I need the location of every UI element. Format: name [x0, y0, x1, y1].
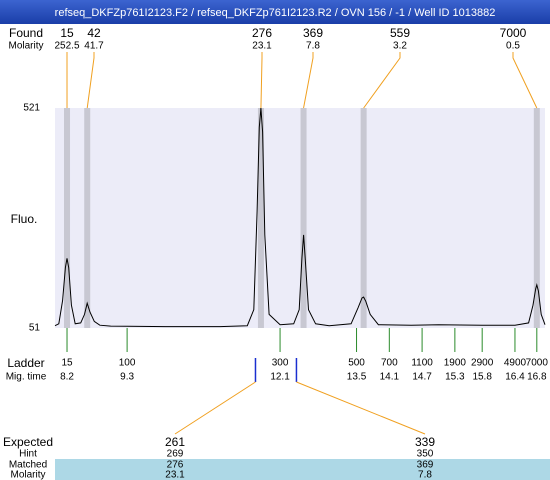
ladder-size: 2900	[471, 358, 494, 369]
y-tick-label: 51	[29, 323, 41, 334]
found-molarity: 3.2	[393, 41, 407, 52]
molarity-label: Molarity	[8, 41, 43, 52]
found-molarity: 23.1	[252, 41, 272, 52]
peak-band	[64, 108, 71, 328]
ladder-size: 4900	[504, 358, 527, 369]
expected-matched: 276	[167, 460, 184, 471]
title-bar	[0, 0, 550, 24]
trace	[54, 107, 546, 328]
found-molarity: 0.5	[506, 41, 520, 52]
matched-band	[55, 459, 550, 480]
found-size: 559	[390, 26, 410, 40]
expected-size: 261	[165, 435, 185, 449]
found-size: 15	[60, 26, 74, 40]
ladder-time: 13.5	[347, 372, 367, 383]
peak-band	[300, 108, 307, 328]
ladder-size: 15	[61, 358, 73, 369]
ladder-time: 15.8	[472, 372, 492, 383]
ladder-time: 16.8	[527, 372, 547, 383]
found-molarity: 7.8	[306, 41, 320, 52]
peak-connector	[303, 52, 314, 109]
ladder-size: 300	[272, 358, 289, 369]
ladder-time: 8.2	[60, 372, 74, 383]
ladder-time: 9.3	[120, 372, 134, 383]
peak-connector	[363, 52, 401, 109]
ladder-size: 500	[348, 358, 365, 369]
peak-band	[257, 108, 264, 328]
expected-size: 339	[415, 435, 435, 449]
peak-band	[533, 108, 540, 328]
expected-matched: 369	[417, 460, 434, 471]
found-size: 276	[252, 26, 272, 40]
title: refseq_DKFZp761I2123.F2 / refseq_DKFZp76…	[55, 7, 496, 19]
peak-connector	[512, 52, 538, 109]
matched-label: Matched	[9, 460, 47, 471]
found-label: Found	[9, 26, 43, 40]
ladder-size: 100	[119, 358, 136, 369]
ladder-size: 1100	[411, 358, 433, 369]
found-size: 7000	[500, 26, 527, 40]
y-tick-label: 521	[23, 103, 40, 114]
peak-band	[84, 108, 91, 328]
ladder-time: 14.7	[412, 372, 432, 383]
found-molarity: 252.5	[54, 41, 79, 52]
ladder-size: 7000	[526, 358, 549, 369]
found-size: 369	[303, 26, 323, 40]
ladder-size: 700	[381, 358, 398, 369]
expected-connector	[174, 381, 256, 435]
ladder-time: 16.4	[505, 372, 525, 383]
peak-connector	[260, 52, 263, 109]
ladder-time: 15.3	[445, 372, 465, 383]
expected-hint: 350	[417, 449, 434, 460]
expected-label: Expected	[3, 435, 53, 449]
found-molarity: 41.7	[84, 41, 104, 52]
hint-label: Hint	[19, 449, 37, 460]
peak-connector	[86, 52, 95, 109]
peak-band	[360, 108, 367, 328]
y-label: Fluo.	[11, 212, 38, 226]
expected-molarity: 7.8	[418, 470, 432, 480]
ladder-time: 12.1	[270, 372, 290, 383]
expected-hint: 269	[167, 449, 184, 460]
molarity-label: Molarity	[10, 470, 45, 480]
ladder-size: 1900	[444, 358, 467, 369]
found-size: 42	[87, 26, 101, 40]
ladder-time: 14.1	[380, 372, 400, 383]
mig-time-label: Mig. time	[6, 372, 47, 383]
expected-molarity: 23.1	[165, 470, 185, 480]
ladder-label: Ladder	[7, 356, 44, 370]
expected-connector	[296, 381, 426, 435]
